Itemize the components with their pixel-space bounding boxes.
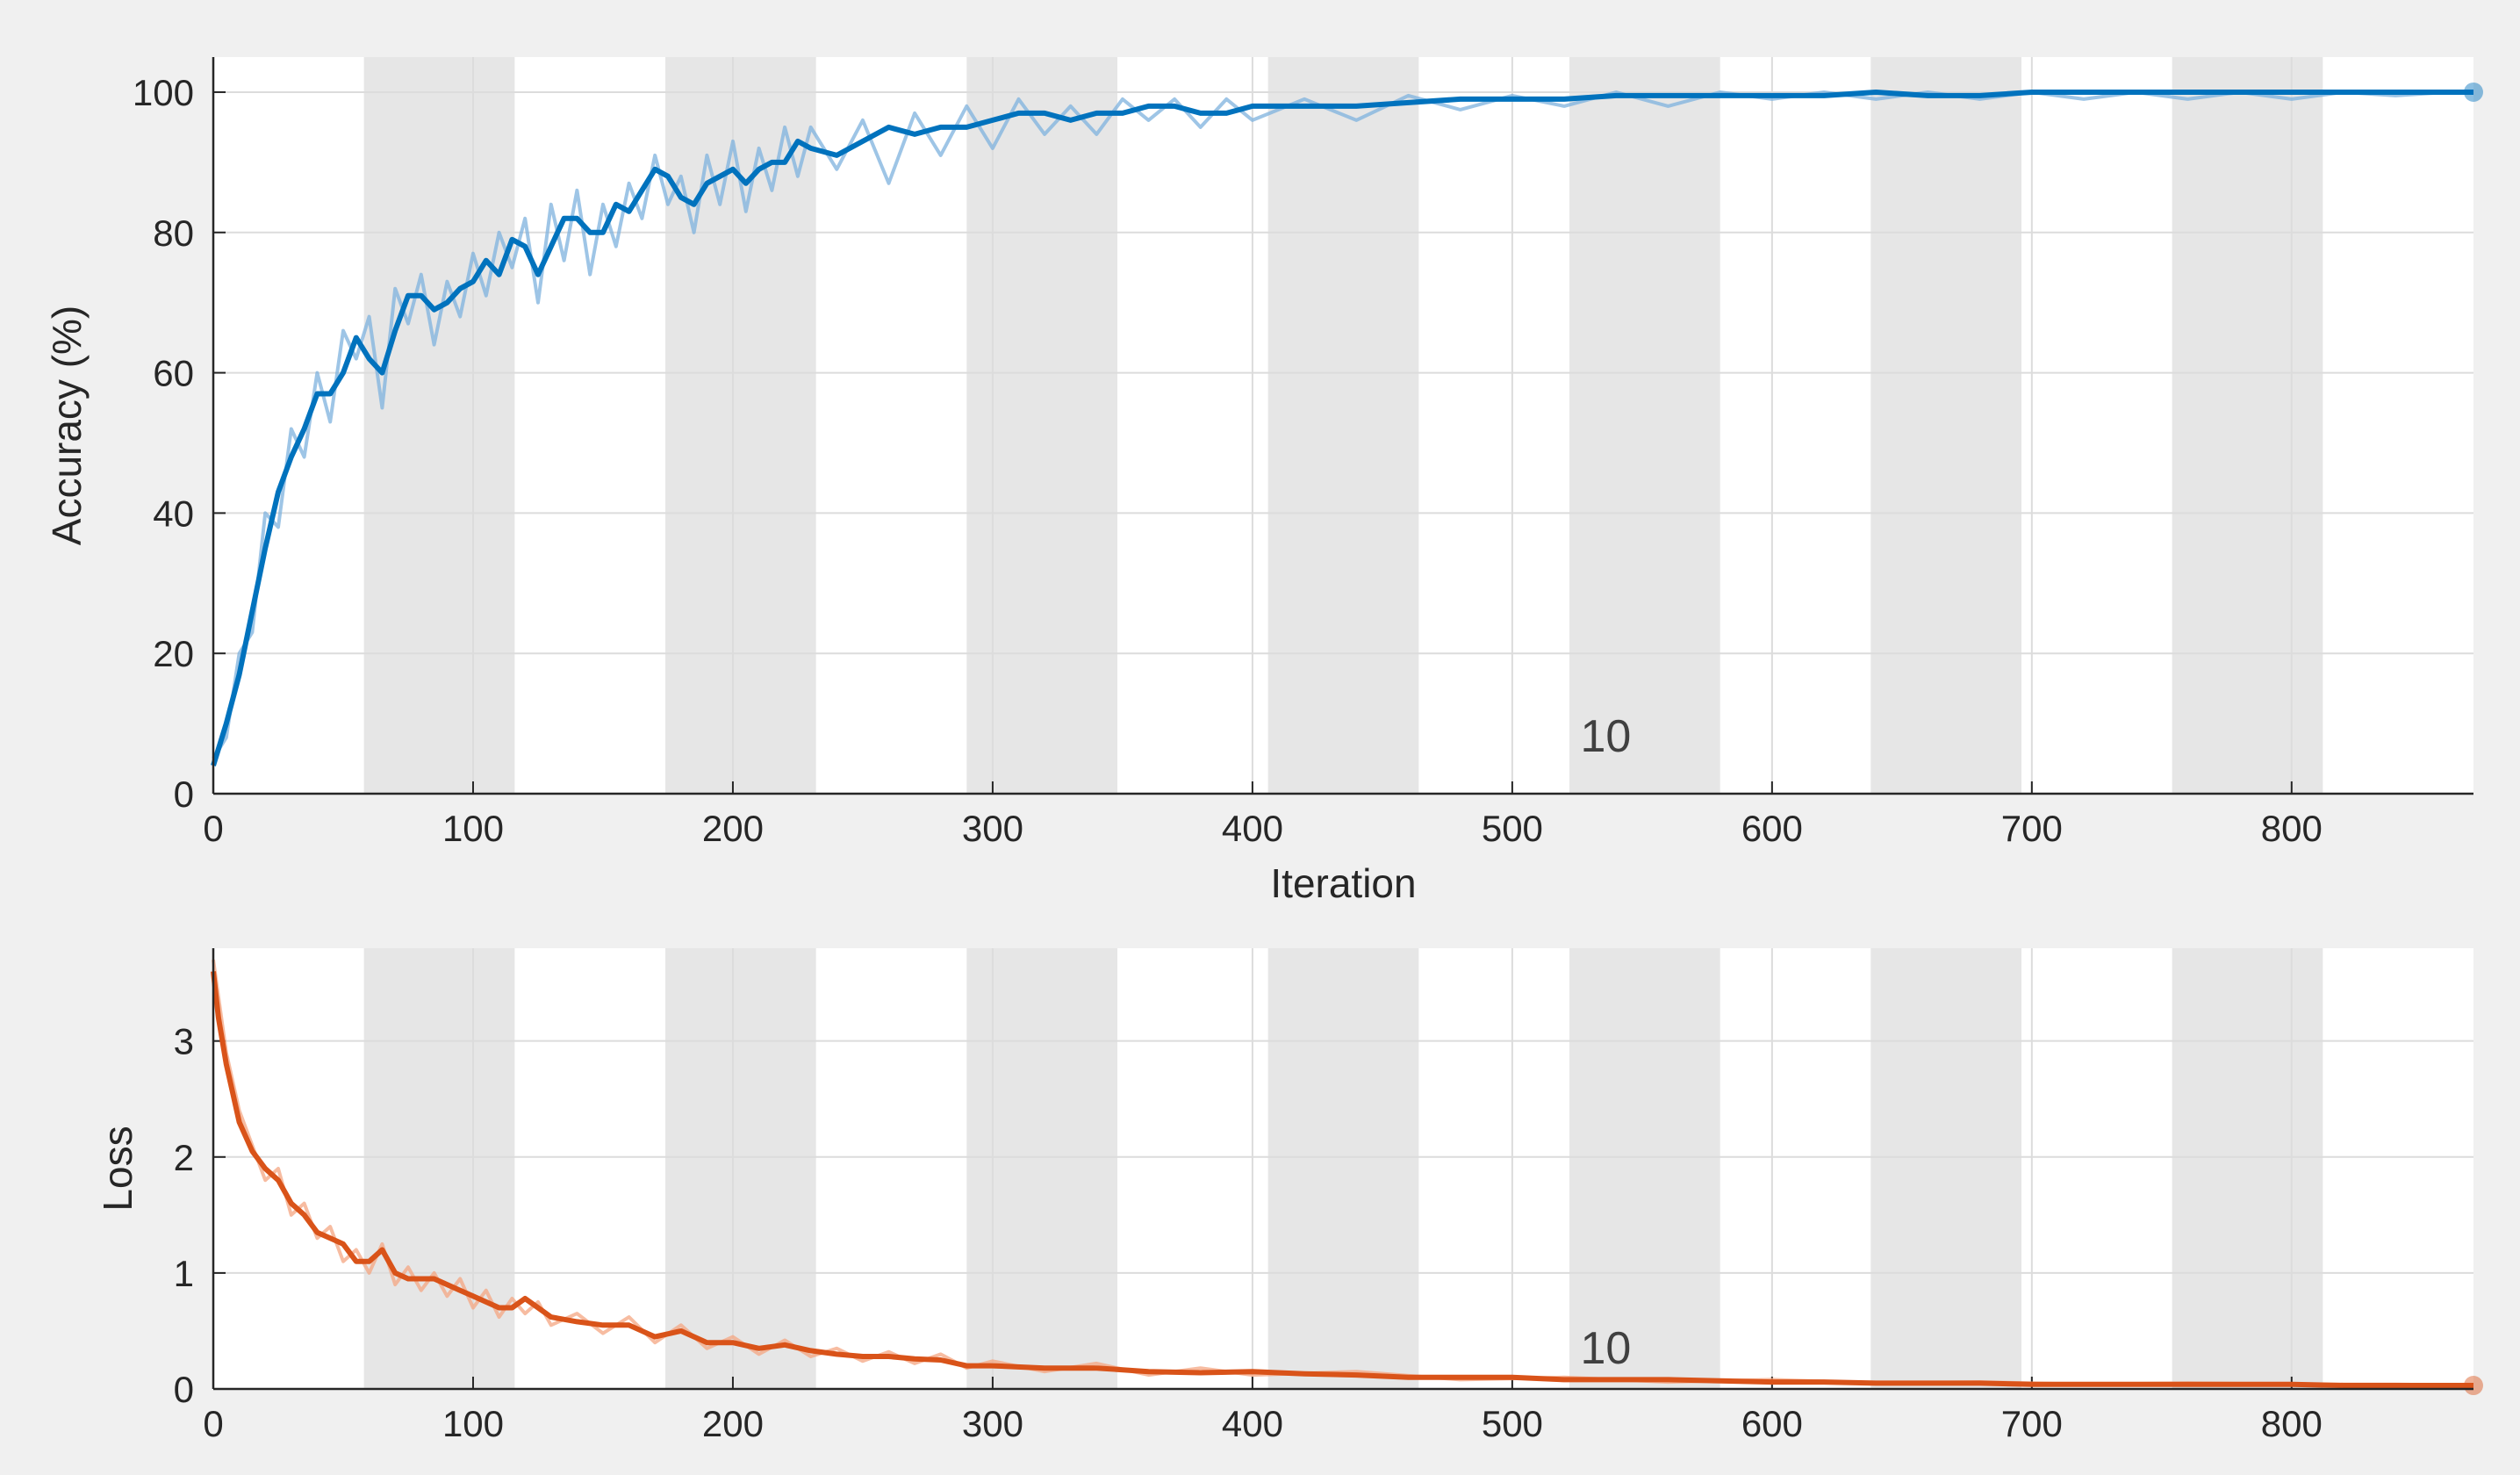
epoch-band <box>2172 57 2323 794</box>
y-tick-label: 80 <box>153 212 194 254</box>
epoch-band <box>2172 948 2323 1389</box>
accuracy-ticks: 0 20 40 60 80 100 0 100 200 300 400 500 600 700 800 <box>133 72 2323 849</box>
y-tick-label: 0 <box>174 773 194 815</box>
epoch-band <box>665 57 816 794</box>
x-tick-label: 700 <box>2001 1403 2063 1444</box>
epoch-band <box>1569 948 1720 1389</box>
loss-panel: 0 1 2 3 0 100 200 300 400 500 600 700 800 10 Loss <box>95 948 2483 1444</box>
accuracy-axes <box>212 57 2473 795</box>
x-tick-label: 200 <box>702 1403 764 1444</box>
loss-y-axis-label: Loss <box>95 1126 140 1211</box>
x-tick-label: 600 <box>1741 808 1803 849</box>
accuracy-gridlines <box>212 57 2473 795</box>
x-tick-label: 800 <box>2261 1403 2323 1444</box>
epoch-band <box>363 57 515 794</box>
epoch-band <box>363 948 515 1389</box>
x-tick-label: 300 <box>962 808 1023 849</box>
y-tick-label: 1 <box>174 1253 194 1294</box>
y-tick-label: 60 <box>153 353 194 394</box>
x-tick-label: 100 <box>442 1403 504 1444</box>
y-tick-label: 100 <box>133 72 194 113</box>
accuracy-y-axis-label: Accuracy (%) <box>44 306 90 545</box>
loss-epoch-annotation: 10 <box>1581 1323 1632 1374</box>
loss-epoch-bands <box>363 948 2323 1389</box>
smoothed-series-line <box>211 971 2473 1388</box>
x-tick-label: 400 <box>1222 808 1283 849</box>
accuracy-panel: 0 20 40 60 80 100 0 100 200 300 400 500 600 700 800 10… <box>44 57 2483 906</box>
epoch-band <box>665 948 816 1389</box>
x-tick-label: 700 <box>2001 808 2063 849</box>
epoch-band <box>966 57 1117 794</box>
x-tick-label: 800 <box>2261 808 2323 849</box>
x-tick-label: 600 <box>1741 1403 1803 1444</box>
final-point-marker <box>2464 82 2483 102</box>
x-tick-label: 200 <box>702 808 764 849</box>
x-tick-label: 100 <box>442 808 504 849</box>
epoch-band <box>1870 57 2021 794</box>
epoch-band <box>966 948 1117 1389</box>
y-tick-label: 3 <box>174 1021 194 1062</box>
y-tick-label: 20 <box>153 633 194 674</box>
x-tick-label: 300 <box>962 1403 1023 1444</box>
x-tick-label: 0 <box>203 808 223 849</box>
x-tick-label: 500 <box>1482 808 1543 849</box>
smoothed-series-line <box>211 90 2473 766</box>
y-tick-label: 2 <box>174 1137 194 1178</box>
epoch-band <box>1569 57 1720 794</box>
final-point-marker <box>2464 1376 2483 1396</box>
epoch-band <box>1870 948 2021 1389</box>
accuracy-series <box>211 82 2483 766</box>
y-tick-label: 40 <box>153 493 194 534</box>
x-tick-label: 0 <box>203 1403 223 1444</box>
loss-ticks: 0 1 2 3 0 100 200 300 400 500 600 700 800 <box>174 1021 2323 1444</box>
loss-axes <box>212 948 2473 1391</box>
accuracy-x-axis-label: Iteration <box>1270 860 1416 906</box>
epoch-band <box>1267 57 1419 794</box>
y-tick-label: 0 <box>174 1369 194 1410</box>
loss-series <box>211 959 2483 1396</box>
x-tick-label: 400 <box>1222 1403 1283 1444</box>
accuracy-epoch-annotation: 10 <box>1581 711 1632 762</box>
epoch-band <box>1267 948 1419 1389</box>
x-tick-label: 500 <box>1482 1403 1543 1444</box>
